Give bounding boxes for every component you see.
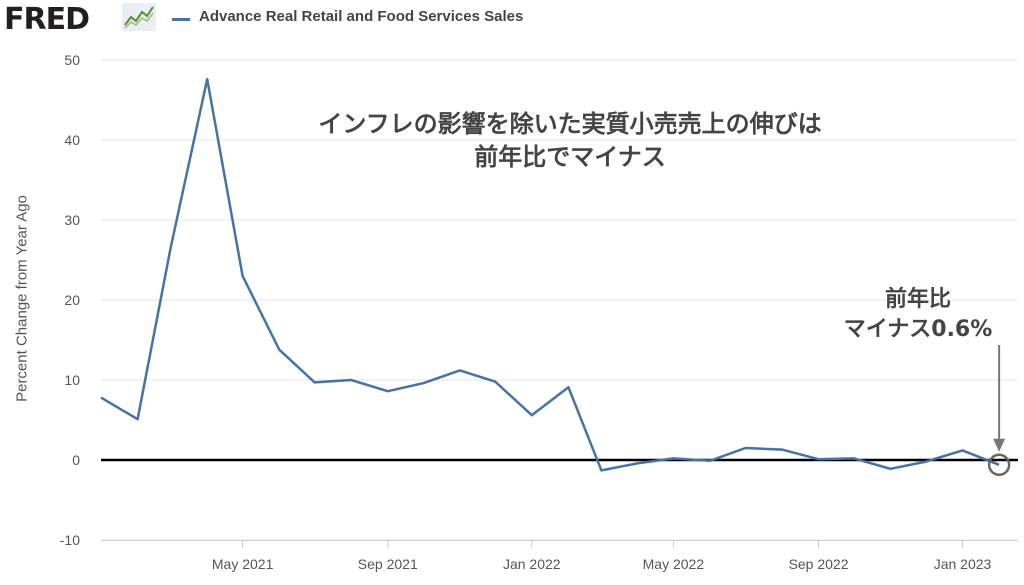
x-tick-label: Sep 2021 [358, 556, 418, 572]
x-tick-label: May 2021 [212, 556, 274, 572]
legend-label: Advance Real Retail and Food Services Sa… [199, 8, 524, 25]
data-point [961, 448, 965, 452]
y-tick-label: 30 [64, 212, 80, 228]
fred-logo: FRED [4, 2, 90, 37]
main-annotation-line2: 前年比でマイナス [474, 143, 666, 171]
last-value-annotation-line1: 前年比 [884, 287, 951, 312]
legend-swatch [172, 18, 190, 21]
data-point [889, 467, 893, 471]
data-point [277, 348, 281, 352]
x-axis: May 2021 Sep 2021 Jan 2022 May 2022 Sep 2022… [101, 540, 1018, 572]
last-value-annotation-line2: マイナス0.6% [843, 317, 993, 342]
data-point [566, 385, 570, 389]
data-point [530, 413, 534, 417]
chart-header: FRED Advance Real Retail and Food Servic… [0, 0, 1024, 40]
data-point [708, 459, 712, 463]
data-point [671, 456, 675, 460]
y-tick-label: -10 [60, 532, 80, 548]
y-axis-label: Percent Change from Year Ago [13, 195, 31, 402]
data-point [599, 468, 603, 472]
data-point [817, 457, 821, 461]
data-point [743, 446, 747, 450]
data-point [349, 378, 353, 382]
y-tick-label: 10 [64, 372, 80, 388]
data-point [636, 461, 640, 465]
x-tick-label: Jan 2023 [934, 556, 992, 572]
fred-logo-graph-icon [122, 3, 156, 31]
series-line [100, 77, 1000, 472]
series-group [99, 77, 1001, 472]
data-point [136, 417, 140, 421]
main-annotation: インフレの影響を除いた実質小売売上の伸びは 前年比でマイナス [270, 108, 870, 174]
y-tick-label: 40 [64, 132, 80, 148]
data-point [169, 246, 173, 250]
y-axis: -10 0 10 20 30 40 50 [60, 52, 80, 548]
data-point [997, 463, 1001, 467]
data-point [458, 368, 462, 372]
y-tick-label: 0 [72, 452, 80, 468]
annotation-arrow-head [993, 438, 1006, 452]
data-point [924, 460, 928, 464]
chart-overlay [987, 345, 1011, 477]
data-point [386, 389, 390, 393]
last-point-highlight-circle [987, 453, 1011, 477]
x-tick-label: Jan 2022 [503, 556, 561, 572]
y-tick-label: 50 [64, 52, 80, 68]
data-point [99, 396, 103, 400]
y-tick-label: 20 [64, 292, 80, 308]
data-point [780, 448, 784, 452]
main-annotation-line1: インフレの影響を除いた実質小売売上の伸びは [318, 110, 822, 138]
data-point [313, 380, 317, 384]
last-value-annotation: 前年比 マイナス0.6% [818, 285, 1018, 345]
data-point [852, 456, 856, 460]
data-point [205, 77, 209, 81]
data-point [493, 380, 497, 384]
data-point [241, 274, 245, 278]
x-tick-label: Sep 2022 [789, 556, 849, 572]
data-point [421, 381, 425, 385]
x-tick-label: May 2022 [643, 556, 705, 572]
